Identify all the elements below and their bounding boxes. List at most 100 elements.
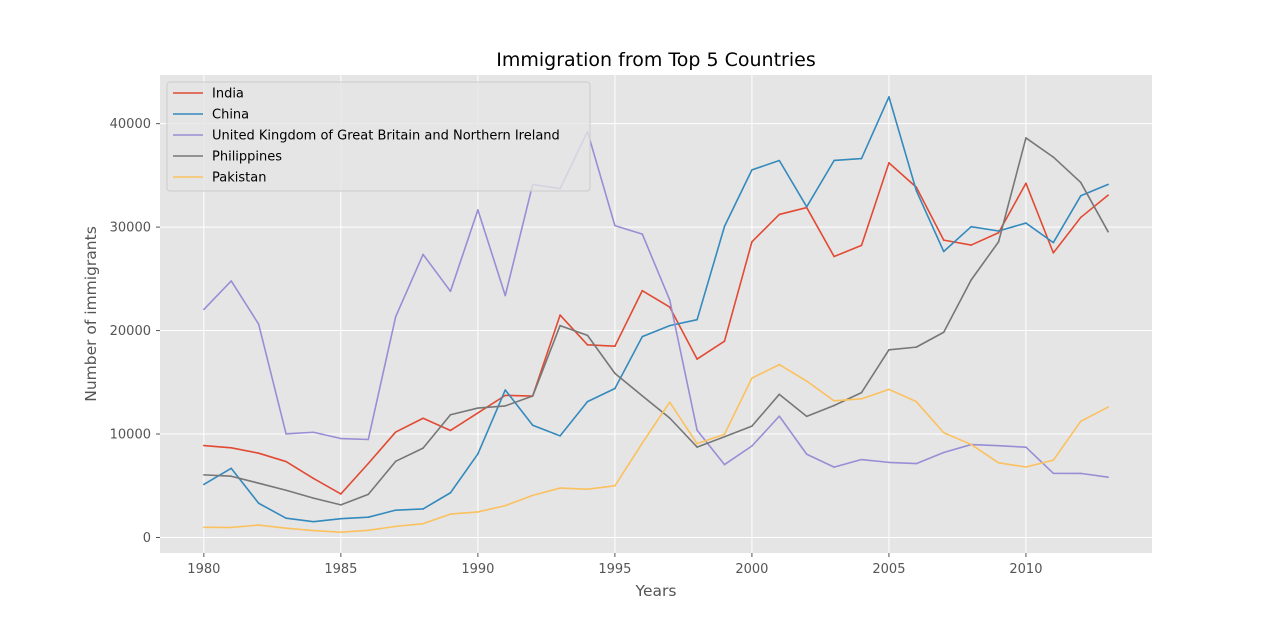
legend: India China United Kingdom of Great Britai… (166, 81, 591, 192)
data-point (285, 460, 287, 463)
chart-title: Immigration from Top 5 Countries (496, 49, 815, 71)
data-point (751, 425, 753, 427)
data-point (888, 349, 890, 351)
x-tick-label: 2010 (1009, 562, 1042, 577)
data-point (778, 363, 781, 366)
data-point (394, 460, 397, 463)
x-tick-label: 2000 (735, 562, 768, 577)
data-point (1025, 182, 1027, 185)
data-point (203, 526, 205, 529)
data-point (860, 244, 863, 247)
data-point (614, 387, 616, 390)
legend-label: China (212, 108, 249, 123)
data-point (723, 225, 726, 228)
data-point (203, 483, 205, 486)
legend-label: United Kingdom of Great Britain and Nort… (212, 129, 560, 144)
y-tick-label: 30000 (110, 221, 151, 236)
legend-item: China (173, 108, 249, 123)
data-point (449, 513, 452, 515)
data-point (833, 159, 835, 162)
data-point (504, 294, 507, 297)
data-point (723, 433, 726, 436)
data-point (1079, 420, 1082, 423)
data-point (257, 323, 260, 325)
data-point (915, 462, 918, 465)
data-point (1052, 252, 1055, 254)
data-point (1107, 183, 1109, 186)
data-point (203, 474, 205, 476)
data-point (915, 189, 918, 192)
data-point (586, 334, 589, 337)
data-point (504, 504, 507, 507)
series-india (203, 162, 1109, 495)
series-line-india (203, 162, 1109, 495)
data-point (942, 331, 945, 334)
data-point (1107, 194, 1109, 196)
data-point (367, 516, 370, 518)
y-axis-title: Number of immigrants (82, 226, 100, 402)
data-point (668, 324, 671, 327)
series-united-kingdom-of-great-britain-and-northern-ireland (203, 130, 1109, 478)
data-point (1052, 472, 1055, 475)
data-point (477, 407, 479, 409)
data-point (394, 525, 397, 528)
data-point (805, 453, 808, 456)
data-point (833, 255, 835, 258)
data-point (997, 230, 1000, 232)
data-point (340, 493, 342, 495)
data-point (641, 442, 644, 444)
data-point (257, 502, 260, 505)
data-point (504, 394, 507, 397)
legend-item: India (173, 87, 244, 102)
data-point (422, 417, 424, 420)
data-point (860, 398, 863, 400)
data-point (1052, 459, 1055, 462)
data-point (751, 169, 753, 171)
y-tick-label: 20000 (110, 324, 151, 339)
data-point (723, 340, 726, 342)
data-point (1107, 406, 1109, 408)
data-point (970, 279, 972, 281)
data-point (668, 299, 671, 301)
data-point (230, 467, 233, 470)
data-point (477, 511, 479, 513)
data-point (696, 442, 698, 445)
data-point (997, 241, 1000, 243)
data-point (504, 389, 507, 391)
y-tick-labels: 0 10000 20000 30000 40000 (110, 117, 160, 546)
data-point (422, 447, 424, 449)
data-point (668, 417, 671, 419)
data-point (367, 493, 370, 496)
data-point (1052, 156, 1055, 158)
data-point (696, 446, 698, 448)
data-point (888, 96, 890, 98)
data-point (942, 239, 945, 241)
data-point (449, 413, 452, 416)
data-point (312, 477, 315, 480)
data-point (477, 209, 479, 211)
legend-label: Philippines (212, 150, 282, 165)
data-point (860, 157, 863, 160)
y-tick-label: 10000 (110, 428, 151, 443)
data-point (997, 231, 1000, 234)
data-point (1025, 137, 1027, 139)
y-tick-label: 0 (143, 531, 151, 546)
data-point (367, 462, 370, 465)
data-point (888, 461, 890, 464)
x-tick-label: 2005 (872, 562, 905, 577)
data-point (1107, 231, 1109, 233)
series-china (203, 96, 1109, 523)
data-point (805, 415, 808, 418)
series-line-china (203, 96, 1109, 523)
data-point (641, 335, 644, 338)
x-tick-label: 1985 (324, 562, 357, 577)
data-point (559, 487, 561, 489)
data-point (970, 244, 972, 246)
data-point (915, 400, 918, 403)
data-point (696, 318, 698, 321)
data-point (312, 529, 315, 532)
data-point (970, 443, 972, 446)
data-point (942, 431, 945, 434)
data-point (586, 344, 589, 346)
series-line-philippines (203, 137, 1109, 506)
